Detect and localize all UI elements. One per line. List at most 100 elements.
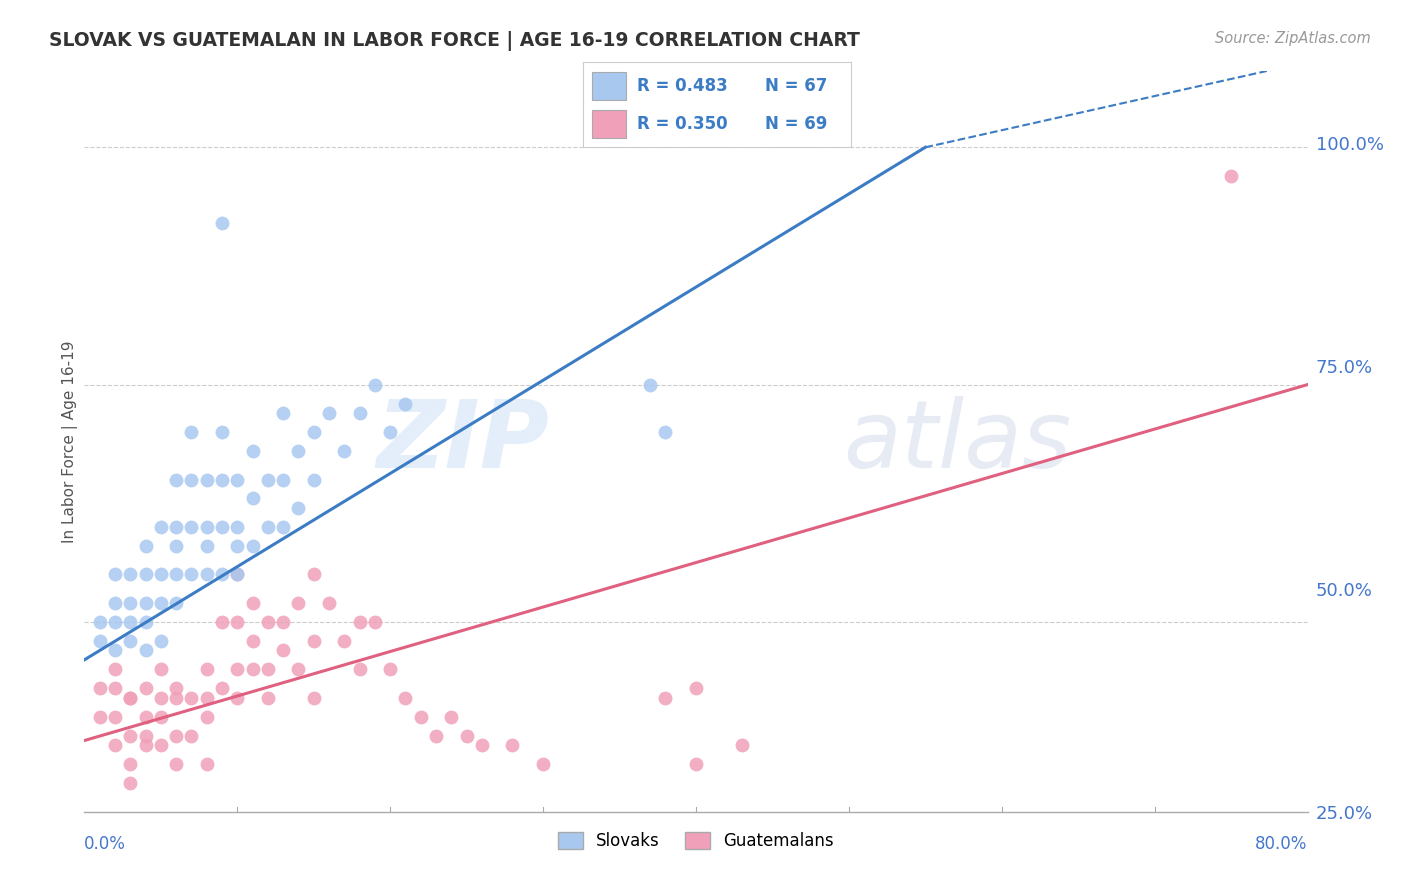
Point (180, 425, 202, 439)
Point (211, 520, 233, 534)
FancyBboxPatch shape (592, 71, 626, 100)
Text: ZIP: ZIP (377, 395, 550, 488)
Point (380, 425, 402, 439)
Point (135, 681, 157, 696)
Text: N = 69: N = 69 (765, 115, 828, 133)
Point (89, 710, 111, 724)
Point (104, 710, 127, 724)
Point (165, 567, 187, 582)
Point (211, 567, 233, 582)
Point (180, 690, 202, 705)
Point (685, 757, 707, 772)
Point (287, 662, 309, 676)
Text: N = 67: N = 67 (765, 77, 828, 95)
Point (364, 615, 387, 629)
Point (271, 615, 294, 629)
Point (257, 520, 280, 534)
Point (120, 596, 142, 610)
Point (120, 690, 142, 705)
Point (149, 567, 172, 582)
FancyBboxPatch shape (592, 110, 626, 138)
Point (104, 643, 127, 657)
Point (211, 216, 233, 230)
Y-axis label: In Labor Force | Age 16-19: In Labor Force | Age 16-19 (62, 340, 79, 543)
Point (149, 662, 172, 676)
Point (302, 633, 325, 648)
Point (271, 643, 294, 657)
Text: R = 0.350: R = 0.350 (637, 115, 727, 133)
Point (271, 520, 294, 534)
Point (120, 776, 142, 790)
Point (120, 729, 142, 743)
Point (242, 633, 264, 648)
Point (349, 615, 371, 629)
Point (195, 473, 218, 487)
Point (89, 615, 111, 629)
Point (165, 520, 187, 534)
Point (394, 396, 416, 410)
Point (211, 681, 233, 696)
Text: 0.0%: 0.0% (84, 836, 127, 854)
Point (104, 596, 127, 610)
Point (242, 444, 264, 458)
Point (226, 567, 249, 582)
Point (195, 710, 218, 724)
Point (165, 539, 187, 553)
Text: R = 0.483: R = 0.483 (637, 77, 728, 95)
Point (104, 615, 127, 629)
Point (195, 520, 218, 534)
Point (120, 615, 142, 629)
Point (731, 739, 754, 753)
Point (257, 690, 280, 705)
Point (226, 615, 249, 629)
Point (226, 567, 249, 582)
Point (271, 852, 294, 866)
Point (257, 843, 280, 857)
Point (104, 681, 127, 696)
Point (654, 425, 676, 439)
Point (318, 406, 340, 420)
Point (120, 757, 142, 772)
Point (165, 729, 187, 743)
Point (302, 473, 325, 487)
Point (104, 739, 127, 753)
Point (180, 473, 202, 487)
Point (195, 539, 218, 553)
Legend: Slovaks, Guatemalans: Slovaks, Guatemalans (551, 825, 841, 856)
Point (502, 739, 524, 753)
Point (242, 491, 264, 506)
Point (149, 633, 172, 648)
Point (135, 596, 157, 610)
Point (257, 615, 280, 629)
Point (149, 596, 172, 610)
Point (135, 643, 157, 657)
Point (165, 690, 187, 705)
Point (226, 662, 249, 676)
Point (333, 444, 356, 458)
Text: atlas: atlas (842, 396, 1071, 487)
Point (104, 567, 127, 582)
Text: Source: ZipAtlas.com: Source: ZipAtlas.com (1215, 31, 1371, 46)
Point (165, 596, 187, 610)
Point (211, 615, 233, 629)
Point (302, 567, 325, 582)
Point (226, 690, 249, 705)
Point (318, 843, 340, 857)
Point (287, 444, 309, 458)
Point (135, 539, 157, 553)
Point (149, 739, 172, 753)
Point (149, 690, 172, 705)
Point (364, 377, 387, 392)
Point (89, 681, 111, 696)
Point (318, 596, 340, 610)
Point (180, 729, 202, 743)
Point (165, 681, 187, 696)
Text: 80.0%: 80.0% (1256, 836, 1308, 854)
Point (195, 567, 218, 582)
Point (165, 473, 187, 487)
Point (394, 690, 416, 705)
Point (226, 539, 249, 553)
Point (149, 710, 172, 724)
Point (302, 425, 325, 439)
Point (333, 862, 356, 876)
